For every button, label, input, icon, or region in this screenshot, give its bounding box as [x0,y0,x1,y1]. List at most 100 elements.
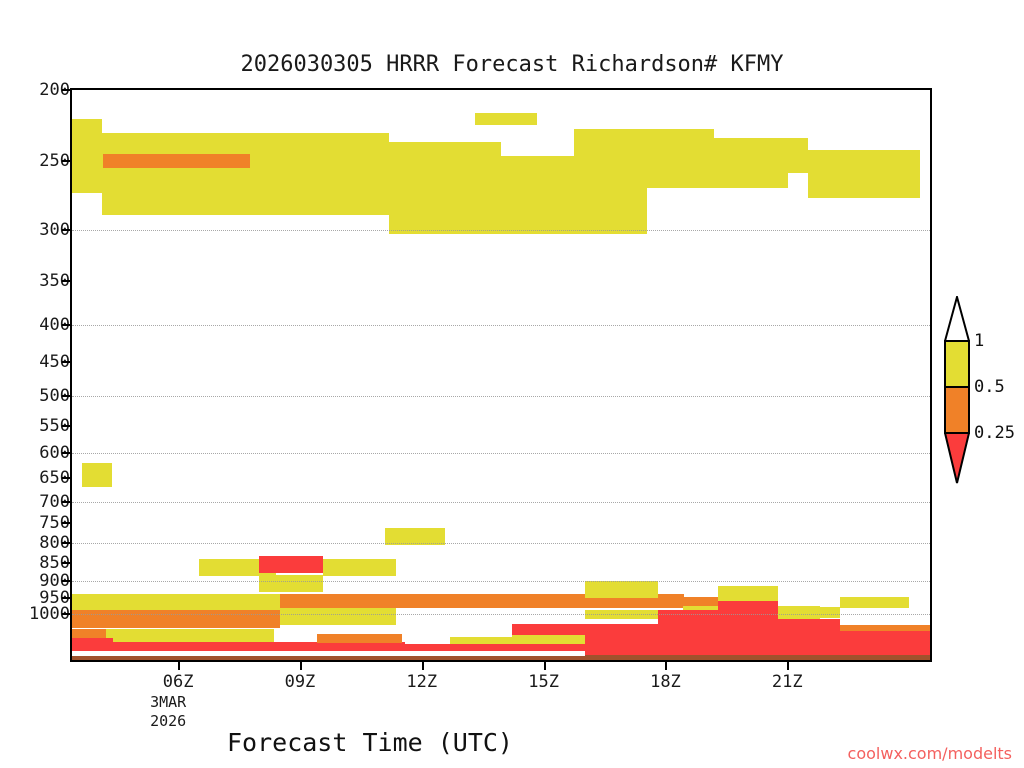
x-tick-mark [178,662,181,670]
data-cell [512,623,586,635]
y-tick-mark [62,424,71,427]
data-cell [585,623,658,656]
data-cell [778,606,840,619]
y-tick-label: 600 [39,443,70,464]
x-tick-mark [787,662,790,670]
data-cell [72,655,930,660]
x-tick-label: 21Z [771,672,803,692]
colorbar-over-arrow [943,293,971,342]
data-cell [585,609,658,619]
y-tick-mark [62,561,71,564]
y-tick-mark [62,228,71,231]
x-tick-mark [543,662,546,670]
data-cell [316,634,403,644]
x-tick-label: 18Z [650,672,681,692]
plot-area [70,88,932,662]
data-cell [259,574,324,592]
data-cell [839,630,930,656]
data-cell [82,463,113,488]
colorbar-divider [944,386,970,388]
data-cell [113,610,281,628]
y-axis: 200 250 300 350 400 450 500 550 600 650 700 750 800 8… [0,80,71,662]
y-tick-mark [62,360,71,363]
y-tick-mark [62,500,71,503]
x-tick-mark [421,662,424,670]
colorbar-segment [944,340,970,386]
data-cell [475,112,538,126]
y-tick-label: 350 [39,270,70,291]
data-cell [72,638,114,655]
y-tick-label: 650 [39,468,70,489]
data-cell [658,597,719,607]
data-cell [658,609,719,656]
data-cell [585,581,658,599]
x-axis-title: Forecast Time (UTC) [227,728,513,757]
y-tick-mark [62,160,71,163]
y-tick-label: 850 [39,552,70,573]
data-cell [72,118,103,193]
data-cell [72,651,114,656]
y-tick-label: 1000 [29,604,70,625]
y-tick-label: 500 [39,385,70,406]
y-tick-mark [62,477,71,480]
colorbar-under-arrow [943,432,971,484]
x-tick-label: 09Z [284,672,316,692]
data-cell [323,559,397,577]
y-tick-label: 700 [39,491,70,512]
y-tick-label: 400 [39,314,70,335]
data-cell [462,644,514,656]
data-cell [280,594,573,609]
y-tick-label: 950 [39,587,70,608]
y-tick-label: 750 [39,513,70,534]
x-tick-label: 06Z [162,672,194,692]
x-tick-mark [299,662,302,670]
data-cell [113,651,586,656]
data-cell [113,594,281,612]
data-cell [198,559,277,577]
data-cell [839,597,909,608]
colorbar-divider [944,340,970,342]
data-cell [839,624,930,632]
data-cell [385,527,446,545]
data-cell [713,138,809,173]
data-cell [512,644,590,656]
data-cell [106,628,274,643]
y-tick-mark [62,596,71,599]
data-cell [72,610,114,628]
data-cell [808,149,920,199]
y-tick-label: 200 [39,80,70,100]
y-tick-mark [62,522,71,525]
y-tick-mark [62,452,71,455]
data-cell [280,606,397,626]
y-tick-mark [62,323,71,326]
data-cell [277,162,390,216]
y-tick-mark [62,279,71,282]
y-tick-label: 900 [39,570,70,591]
x-tick-label: 12Z [406,672,438,692]
colorbar-tick-label: 0.5 [974,377,1005,397]
y-tick-label: 450 [39,351,70,372]
data-cell [102,154,251,169]
colorbar-divider [944,432,970,434]
y-tick-mark [62,579,71,582]
y-tick-mark [62,89,71,91]
y-tick-label: 800 [39,533,70,554]
data-cell [389,142,501,234]
richardson-number-field [72,90,930,660]
data-cell [72,594,114,612]
y-tick-label: 300 [39,219,70,240]
colorbar-segment [944,386,970,432]
y-tick-label: 250 [39,151,70,172]
colorbar-tick-label: 1 [974,331,985,351]
x-tick-mark [665,662,668,670]
x-axis: 06Z 3MAR 2026 09Z 12Z 15Z 18Z 21Z [70,662,932,730]
y-tick-mark [62,613,71,616]
y-tick-mark [62,542,71,545]
data-cell [404,644,513,656]
y-tick-label: 550 [39,415,70,436]
x-tick-label: 15Z [528,672,559,692]
data-cell [718,585,779,601]
y-tick-mark [62,394,71,397]
data-cell [718,600,779,656]
